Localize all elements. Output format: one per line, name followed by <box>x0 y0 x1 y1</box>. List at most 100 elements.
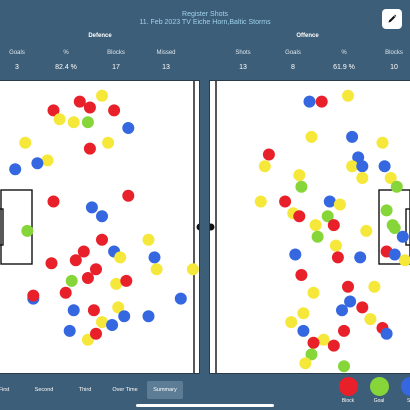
missed-point[interactable] <box>376 136 389 149</box>
missed-point[interactable] <box>333 198 346 211</box>
missed-point[interactable] <box>307 286 320 299</box>
missed-point[interactable] <box>329 239 342 252</box>
missed-point[interactable] <box>258 160 271 173</box>
shot-point[interactable] <box>336 304 348 317</box>
missed-point[interactable] <box>360 224 373 237</box>
block-point[interactable] <box>83 101 96 114</box>
shot-point[interactable] <box>67 304 80 317</box>
missed-point[interactable] <box>293 169 306 182</box>
shot-point[interactable] <box>63 324 76 337</box>
shot-point[interactable] <box>174 292 187 305</box>
shot-point[interactable] <box>142 310 155 323</box>
shot-point[interactable] <box>388 248 401 261</box>
shot-point[interactable] <box>85 201 98 214</box>
missed-point[interactable] <box>112 301 125 314</box>
block-point[interactable] <box>108 104 121 117</box>
missed-point[interactable] <box>305 130 318 143</box>
block-point[interactable] <box>122 189 135 202</box>
shot-point[interactable] <box>346 130 359 143</box>
missed-point[interactable] <box>398 254 410 267</box>
offence-field[interactable] <box>209 80 410 374</box>
shot-point[interactable] <box>31 157 44 170</box>
tab-first[interactable]: First <box>0 387 10 393</box>
block-point[interactable] <box>327 219 340 232</box>
block-point[interactable] <box>327 339 340 352</box>
goal-point[interactable] <box>321 210 334 223</box>
block-point[interactable] <box>45 257 58 270</box>
block-point[interactable] <box>87 304 100 317</box>
tab-third[interactable]: Third <box>78 387 92 393</box>
block-point[interactable] <box>77 245 90 258</box>
goal-point[interactable] <box>65 274 78 287</box>
block-point[interactable] <box>279 195 292 208</box>
shot-point[interactable] <box>396 230 409 243</box>
missed-point[interactable] <box>342 89 354 102</box>
block-point[interactable] <box>81 272 94 284</box>
shot-button[interactable] <box>401 377 410 396</box>
tab-over-time[interactable]: Over Time <box>112 387 138 393</box>
goal-point[interactable] <box>81 116 94 129</box>
shot-point[interactable] <box>106 319 119 331</box>
block-point[interactable] <box>293 210 306 223</box>
missed-point[interactable] <box>317 333 330 346</box>
missed-point[interactable] <box>67 116 80 129</box>
block-point[interactable] <box>295 269 308 281</box>
block-point[interactable] <box>331 251 344 264</box>
goal-point[interactable] <box>386 219 399 232</box>
shot-point[interactable] <box>122 122 135 134</box>
missed-point[interactable] <box>186 263 199 276</box>
missed-point[interactable] <box>384 172 397 184</box>
missed-point[interactable] <box>41 154 54 167</box>
missed-point[interactable] <box>142 233 155 246</box>
missed-point[interactable] <box>285 316 298 329</box>
missed-point[interactable] <box>96 316 108 329</box>
block-point[interactable] <box>342 280 354 293</box>
missed-point[interactable] <box>19 136 32 149</box>
missed-point[interactable] <box>309 219 322 232</box>
shot-point[interactable] <box>380 327 393 340</box>
shot-point[interactable] <box>378 160 391 173</box>
shot-point[interactable] <box>297 324 310 337</box>
goal-point[interactable] <box>338 360 350 373</box>
tab-summary[interactable]: Summary <box>147 381 183 399</box>
shot-point[interactable] <box>148 251 161 264</box>
missed-point[interactable] <box>96 89 108 102</box>
block-point[interactable] <box>90 263 102 276</box>
shot-point[interactable] <box>352 151 365 164</box>
block-point[interactable] <box>47 104 60 117</box>
shot-point[interactable] <box>96 210 108 223</box>
missed-point[interactable] <box>299 357 312 370</box>
shot-point[interactable] <box>344 295 357 308</box>
block-point[interactable] <box>96 233 108 246</box>
missed-point[interactable] <box>114 251 127 264</box>
shot-point[interactable] <box>289 248 302 261</box>
missed-point[interactable] <box>254 195 267 208</box>
block-point[interactable] <box>315 95 328 108</box>
goal-point[interactable] <box>295 180 308 193</box>
goal-point[interactable] <box>21 224 34 237</box>
missed-point[interactable] <box>110 277 123 290</box>
shot-point[interactable] <box>354 251 367 264</box>
block-point[interactable] <box>356 301 369 314</box>
missed-point[interactable] <box>53 113 66 126</box>
block-point[interactable] <box>27 289 40 302</box>
block-button[interactable] <box>339 377 358 396</box>
missed-point[interactable] <box>368 280 381 293</box>
shot-point[interactable] <box>303 95 316 108</box>
block-point[interactable] <box>69 254 82 267</box>
block-point[interactable] <box>307 336 320 349</box>
missed-point[interactable] <box>364 313 377 326</box>
block-point[interactable] <box>262 148 275 161</box>
goal-point[interactable] <box>311 230 324 243</box>
shot-point[interactable] <box>9 163 22 176</box>
missed-point[interactable] <box>297 307 310 320</box>
block-point[interactable] <box>90 327 102 340</box>
block-point[interactable] <box>120 274 133 287</box>
shot-point[interactable] <box>118 310 131 323</box>
goal-point[interactable] <box>390 180 403 193</box>
shot-point[interactable] <box>323 195 336 208</box>
defence-field[interactable] <box>0 80 200 374</box>
edit-button[interactable] <box>382 9 402 29</box>
missed-point[interactable] <box>356 172 369 184</box>
block-point[interactable] <box>47 195 60 208</box>
